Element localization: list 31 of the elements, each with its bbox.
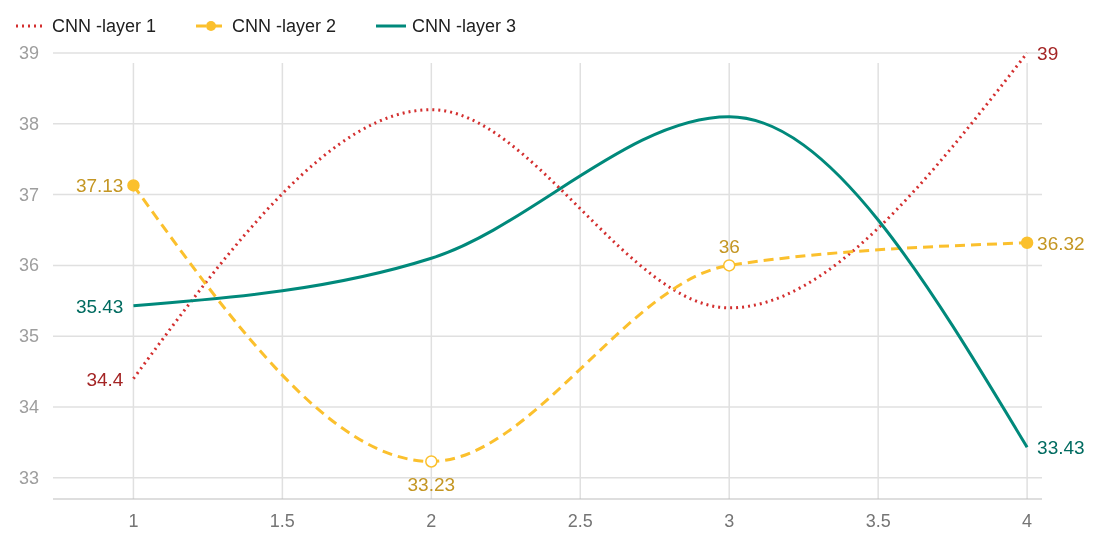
data-label: 35.43 — [75, 295, 124, 317]
data-label: 36 — [718, 236, 740, 258]
point — [425, 455, 438, 468]
y-tick-label: 38 — [18, 113, 39, 134]
legend-label: CNN -layer 3 — [412, 16, 517, 36]
y-tick-label: 33 — [18, 467, 39, 488]
data-label: 34.4 — [86, 368, 124, 390]
y-tick-label: 39 — [18, 43, 39, 63]
point — [722, 259, 736, 272]
x-tick-label: 3 — [724, 511, 735, 531]
legend-label: CNN -layer 1 — [52, 16, 157, 36]
x-tick-label: 1 — [128, 511, 139, 531]
x-tick-label: 2.5 — [567, 511, 593, 531]
point — [1020, 236, 1034, 249]
data-label: 33.43 — [1037, 437, 1085, 459]
line-series — [131, 115, 1029, 449]
x-tick-label: 2 — [426, 511, 437, 531]
y-tick-label: 37 — [18, 184, 39, 205]
data-label: 37.13 — [75, 175, 124, 197]
data-label: 33.23 — [407, 474, 456, 496]
line-series — [131, 51, 1029, 381]
x-tick-label: 3.5 — [865, 511, 891, 531]
y-tick-label: 35 — [18, 326, 39, 347]
x-tick-label: 1.5 — [269, 511, 295, 531]
point — [127, 179, 140, 192]
data-label: 39 — [1037, 43, 1059, 64]
x-tick-label: 4 — [1022, 511, 1033, 531]
y-tick-label: 34 — [18, 396, 39, 417]
y-tick-label: 36 — [18, 255, 39, 276]
data-label: 36.32 — [1037, 232, 1085, 254]
legend-label: CNN -layer 2 — [232, 16, 337, 36]
